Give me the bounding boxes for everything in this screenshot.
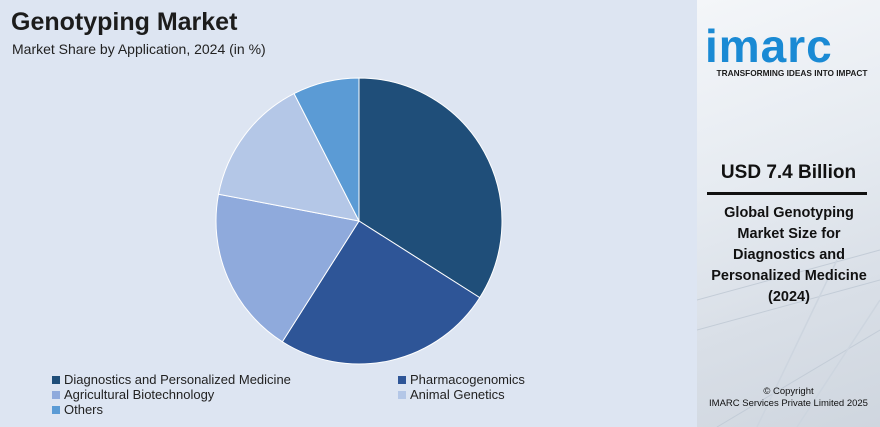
- background-decoration: [697, 249, 880, 427]
- chart-subtitle: Market Share by Application, 2024 (in %): [12, 41, 266, 57]
- legend-label: Others: [64, 402, 104, 417]
- logo-tagline: TRANSFORMING IDEAS INTO IMPACT: [716, 68, 868, 78]
- market-description: Global Genotyping Market Size for Diagno…: [711, 205, 867, 305]
- chart-panel: Genotyping Market Market Share by Applic…: [0, 0, 697, 427]
- legend-item: Others: [52, 403, 398, 417]
- imarc-logo: imarc: [705, 24, 833, 68]
- chart-title: Genotyping Market: [11, 8, 238, 36]
- chart-legend: Diagnostics and Personalized Medicine Pha…: [52, 373, 612, 417]
- logo-wordmark: imarc: [705, 24, 833, 68]
- legend-swatch: [398, 391, 406, 399]
- legend-swatch: [52, 406, 60, 414]
- legend-label: Agricultural Biotechnology: [64, 387, 215, 402]
- legend-item: Agricultural Biotechnology: [52, 388, 398, 402]
- pie-slice-others: [293, 77, 360, 222]
- legend-label: Diagnostics and Personalized Medicine: [64, 372, 291, 387]
- legend-swatch: [52, 391, 60, 399]
- copyright-line-1: © Copyright: [763, 386, 814, 397]
- sidebar: imarc TRANSFORMING IDEAS INTO IMPACT USD…: [697, 0, 880, 427]
- legend-item: Pharmacogenomics: [398, 373, 598, 387]
- legend-item: Diagnostics and Personalized Medicine: [52, 373, 398, 387]
- pie-slice-pharmacogenomics: [281, 220, 481, 365]
- legend-swatch: [52, 376, 60, 384]
- pie-slice-diagnostics-and-personalized-medicine: [358, 77, 503, 299]
- divider: [707, 192, 867, 195]
- pie-chart: [215, 77, 503, 365]
- market-value: USD 7.4 Billion: [720, 162, 857, 183]
- copyright-line-2: IMARC Services Private Limited 2025: [709, 398, 868, 409]
- copyright: © Copyright IMARC Services Private Limit…: [697, 386, 880, 410]
- legend-label: Pharmacogenomics: [410, 372, 525, 387]
- pie-slice-agricultural-biotechnology: [215, 193, 360, 343]
- legend-swatch: [398, 376, 406, 384]
- pie-slice-animal-genetics: [217, 92, 360, 222]
- legend-item: Animal Genetics: [398, 388, 598, 402]
- legend-label: Animal Genetics: [410, 387, 505, 402]
